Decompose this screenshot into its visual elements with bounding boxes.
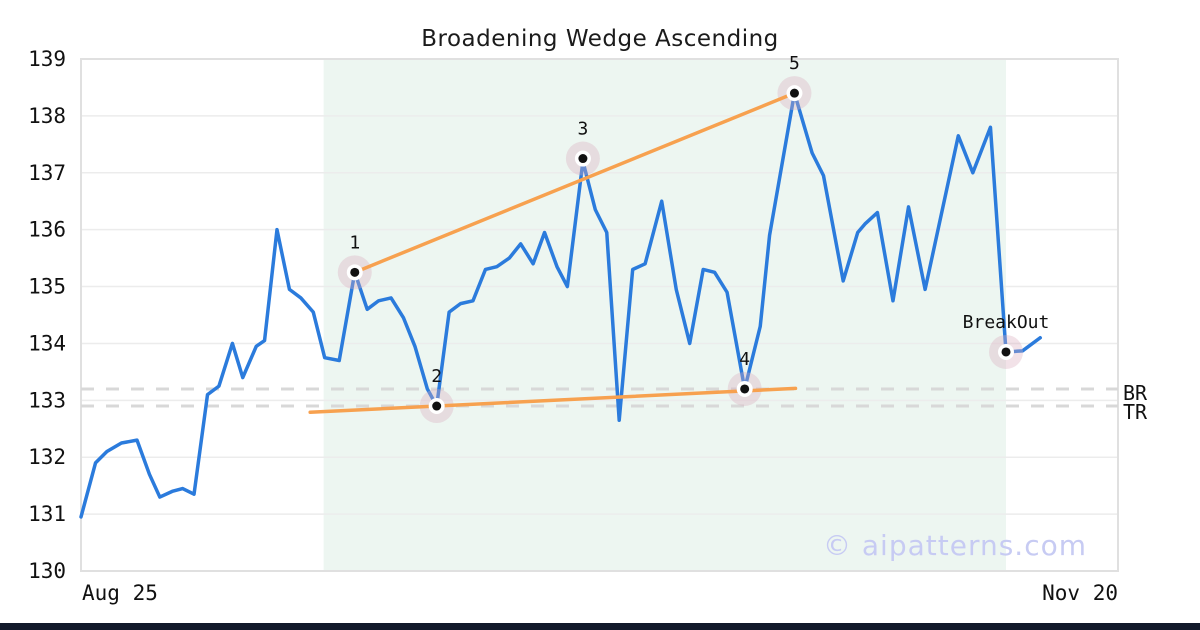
marker-dot-3 (578, 154, 588, 164)
marker-dot-2 (432, 401, 442, 411)
y-tick-label: 137 (28, 161, 66, 185)
y-tick-label: 136 (28, 218, 66, 242)
y-tick-label: 138 (28, 104, 66, 128)
pattern-point-label-2: 2 (431, 366, 442, 387)
lower-trendline (308, 386, 798, 415)
price-line (79, 91, 1042, 519)
pattern-point-label-5: 5 (789, 53, 800, 74)
pattern-point-label-breakout: BreakOut (963, 312, 1050, 333)
trendline-resistance-level-label: TR (1123, 400, 1148, 424)
breakout-resistance-level-label: BR (1123, 381, 1148, 405)
y-tick-label: 131 (28, 502, 66, 526)
upper-trendline (353, 91, 797, 275)
pattern-point-label-3: 3 (577, 119, 588, 140)
plot-border (80, 58, 1119, 572)
x-axis-end-label: Nov 20 (1042, 581, 1118, 605)
pattern-shaded-region (323, 59, 1007, 571)
pattern-point-label-4: 4 (739, 349, 750, 370)
marker-dot-4 (740, 384, 750, 394)
y-tick-label: 133 (28, 388, 66, 412)
chart-title: Broadening Wedge Ascending (421, 26, 779, 52)
y-tick-label: 134 (28, 331, 66, 355)
y-tick-label: 130 (28, 559, 66, 583)
pattern-point-label-1: 1 (349, 232, 360, 253)
marker-dot-breakout (1001, 347, 1011, 357)
y-tick-label: 135 (28, 275, 66, 299)
bottom-accent-bar (0, 623, 1200, 630)
y-tick-label: 139 (28, 47, 66, 71)
marker-dot-1 (350, 267, 360, 277)
y-tick-label: 132 (28, 445, 66, 469)
watermark: © aipatterns.com (822, 529, 1087, 562)
marker-dot-5 (789, 88, 799, 98)
x-axis-start-label: Aug 25 (82, 581, 158, 605)
